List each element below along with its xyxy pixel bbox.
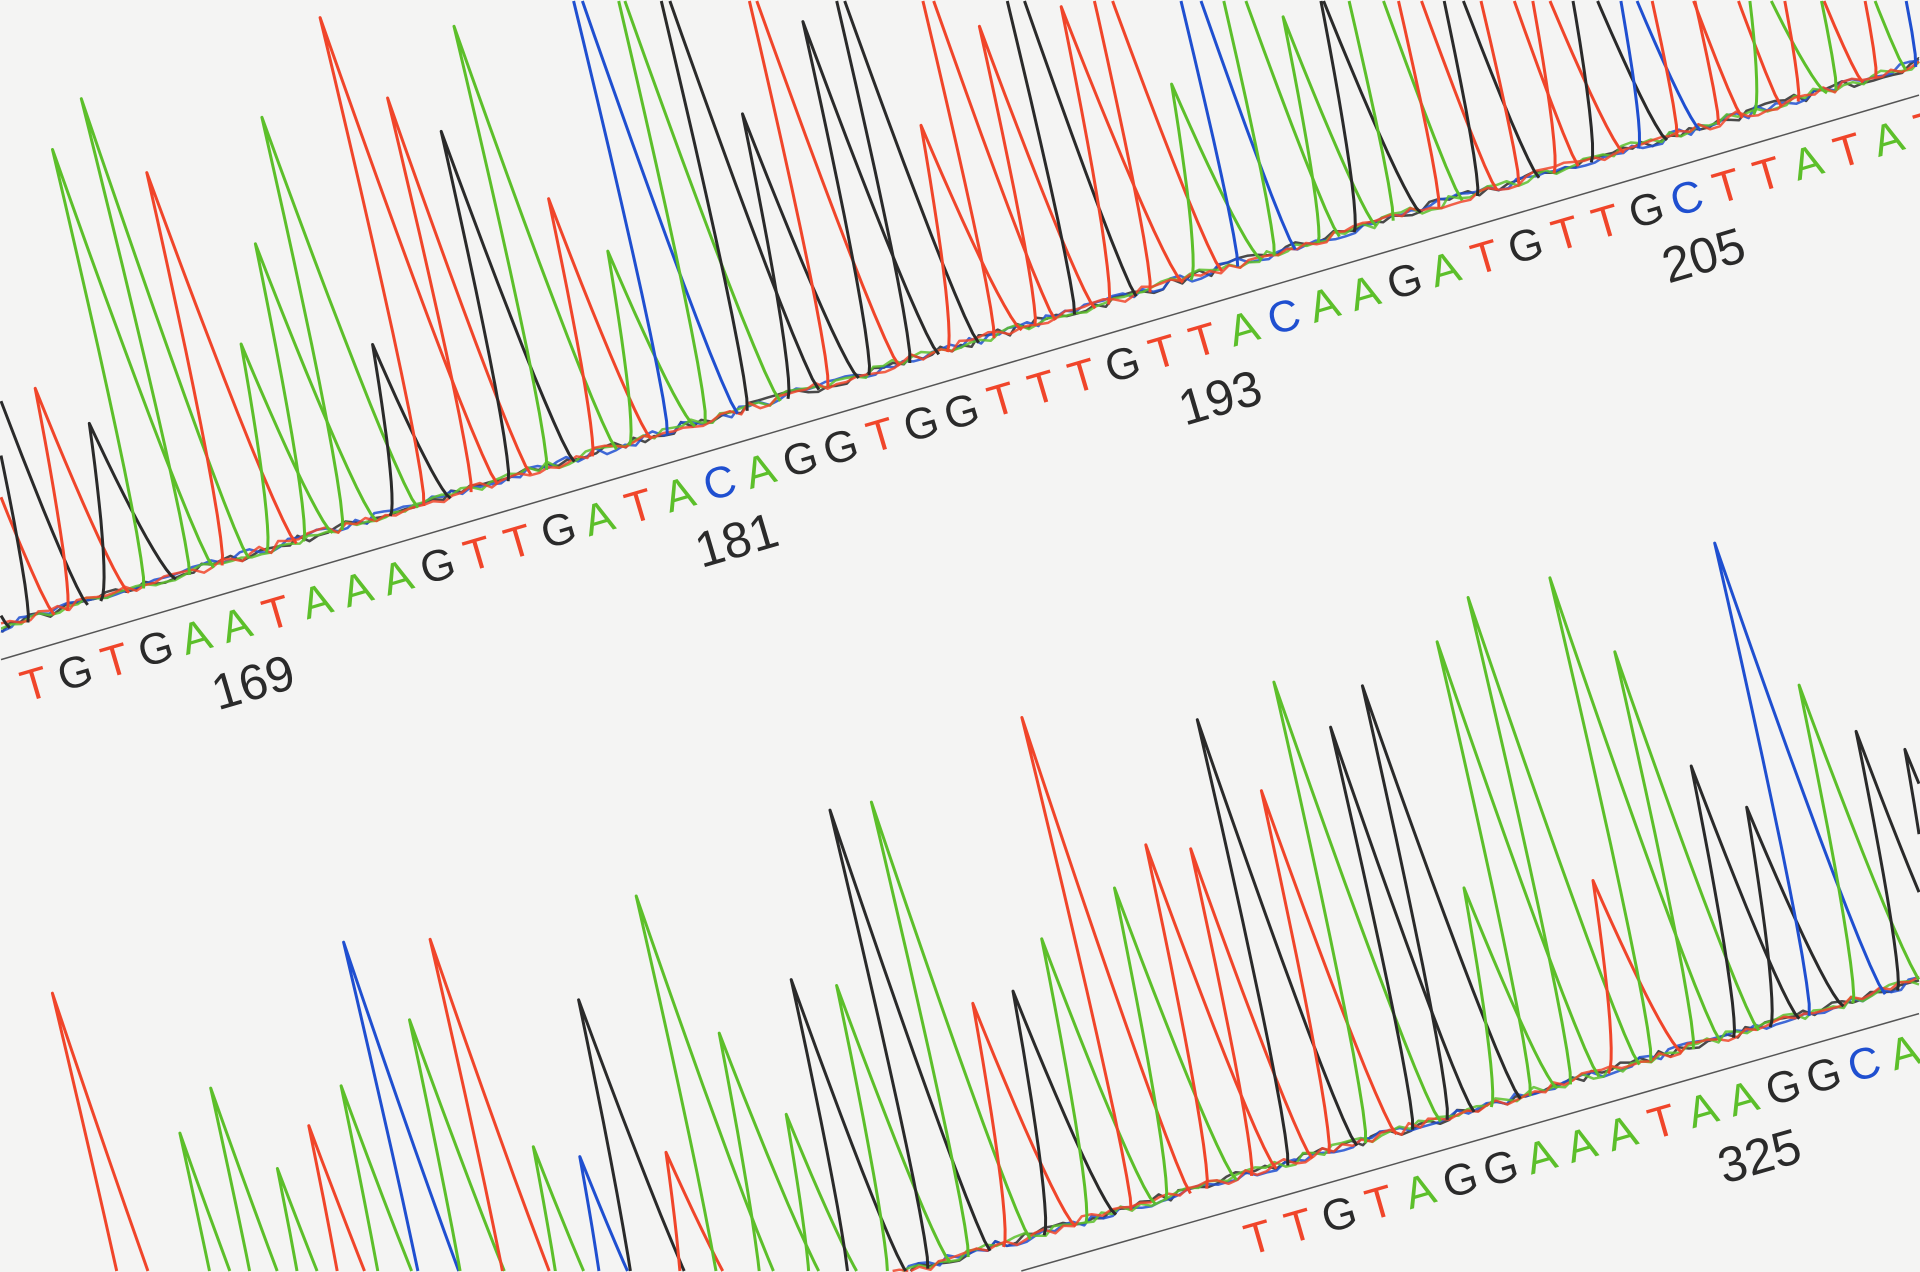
trace-peak-A — [79, 97, 250, 576]
trace-peak-T — [1092, 0, 1224, 293]
trace-peak-A — [1548, 576, 1722, 1062]
trace-peak-A — [260, 115, 420, 531]
trace-peak-T — [0, 496, 56, 616]
trace-peak-T — [919, 123, 1023, 353]
trace-peak-A — [1748, 0, 1828, 116]
trace-peak-T — [1479, 0, 1580, 184]
trace-peak-T — [428, 937, 551, 1272]
trace-peak-G — [371, 343, 452, 517]
trace-peak-T — [1531, 0, 1625, 174]
trace-peak-T — [747, 0, 901, 388]
trace-peak-A — [1462, 886, 1559, 1108]
trace-peak-A — [209, 1086, 279, 1272]
trace-peak-G — [0, 400, 89, 623]
trace-peak-G — [1005, 0, 1138, 315]
trace-peak-A — [835, 984, 952, 1272]
base-call: T — [1909, 100, 1920, 155]
trace-peak-A — [1347, 0, 1464, 221]
trace-peak-G — [0, 614, 11, 629]
trace-peak-G — [835, 0, 980, 364]
trace-peak-A — [1820, 0, 1907, 91]
trace-peak-A — [1466, 596, 1641, 1085]
trace-peak-A — [51, 148, 215, 589]
trace-peak-A — [1222, 0, 1341, 256]
trace-peak-A — [452, 24, 618, 470]
trace-peak-G — [439, 129, 576, 482]
trace-peak-A — [408, 1018, 506, 1272]
trace-peak-A — [253, 242, 378, 542]
trace-peak-A — [1040, 937, 1157, 1224]
trace-peak-A — [1113, 886, 1238, 1201]
trace-peak-A — [178, 1131, 232, 1272]
baseline-axis — [1021, 1012, 1920, 1272]
baseline-axis — [0, 94, 1920, 661]
trace-peak-G — [1011, 989, 1118, 1236]
trace-peak-C — [578, 1155, 629, 1272]
trace-peak-A — [606, 249, 697, 446]
trace-peak-A — [339, 1084, 413, 1272]
trace-peak-T — [50, 991, 150, 1272]
trace-peak-T — [1189, 847, 1314, 1176]
trace-peak-A — [869, 800, 1032, 1258]
trace-peak-A — [1435, 640, 1601, 1097]
trace-peak-T — [318, 16, 499, 507]
trace-peak-G — [577, 998, 686, 1272]
trace-peak-G — [801, 20, 941, 376]
trace-peak-T — [307, 1124, 366, 1272]
trace-noise — [901, 979, 1920, 1272]
trace-peak-C — [342, 940, 461, 1272]
trace-peak-A — [1170, 82, 1263, 281]
trace-peak-A — [531, 1145, 585, 1272]
trace-peak-T — [1693, 0, 1783, 126]
trace-peak-T — [1591, 879, 1684, 1074]
trace-peak-A — [275, 1167, 319, 1272]
trace-peak-G — [1745, 805, 1845, 1028]
trace-peak-G — [1329, 725, 1476, 1130]
trace-peak-A — [717, 1031, 821, 1272]
trace-peak-A — [634, 894, 775, 1272]
trace-peak-A — [239, 342, 334, 553]
trace-peak-T — [1259, 789, 1398, 1154]
trace-peak-C — [1904, 0, 1918, 67]
trace-peak-G — [1903, 747, 1920, 835]
trace-peak-T — [1783, 0, 1865, 102]
trace-peak-C — [1179, 0, 1297, 267]
trace-peak-G — [1689, 764, 1801, 1038]
trace-peak-T — [33, 386, 131, 612]
trace-peak-T — [1059, 5, 1184, 305]
trace-peak-A — [617, 0, 782, 424]
trace-peak-G — [741, 112, 860, 400]
trace-peak-G — [87, 421, 177, 602]
trace-peak-T — [977, 24, 1097, 327]
trace-peak-C — [1713, 541, 1887, 1016]
trace-noise — [0, 60, 1920, 630]
trace-peak-T — [971, 1001, 1077, 1248]
trace-peak-C — [572, 0, 739, 435]
trace-peak-A — [1281, 15, 1378, 244]
trace-peak-T — [1144, 843, 1278, 1189]
trace-peak-C — [1619, 0, 1702, 149]
trace-peak-G — [659, 0, 821, 411]
trace-peak-T — [664, 1150, 725, 1272]
trace-peak-T — [1650, 0, 1744, 138]
trace-peak-A — [1272, 680, 1442, 1144]
trace-peak-A — [784, 1112, 858, 1272]
trace-peak-T — [1863, 0, 1878, 79]
trace-peak-T — [921, 0, 1057, 339]
trace-noise — [0, 60, 1920, 625]
trace-peak-T — [1397, 0, 1499, 208]
trace-peak-G — [1195, 718, 1359, 1166]
trace-peak-G — [1854, 729, 1920, 991]
